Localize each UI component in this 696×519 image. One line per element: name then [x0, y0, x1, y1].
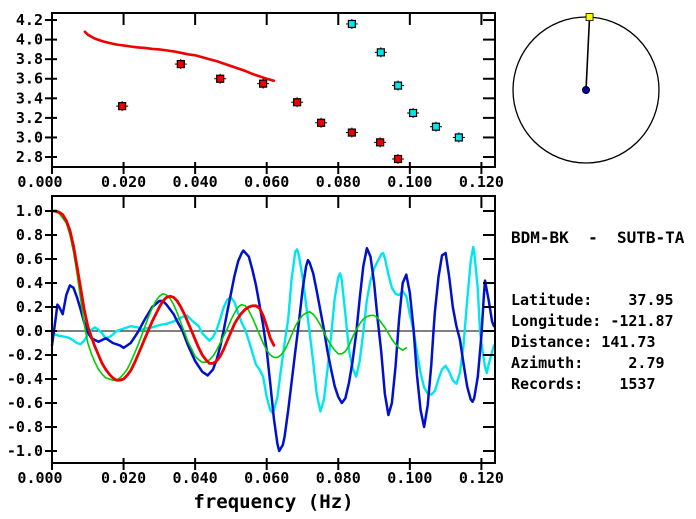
- x-tick-label: 0.020: [101, 469, 146, 487]
- correlation-trace-blue: [50, 246, 496, 453]
- x-tick-label: 0.080: [316, 469, 361, 487]
- y-tick-label: 4.0: [16, 31, 43, 49]
- x-tick-label: 0.000: [17, 173, 62, 191]
- data-point-marker: [376, 138, 385, 147]
- data-point-marker: [376, 48, 385, 57]
- azimuth-compass: [512, 13, 660, 164]
- y-tick-label: 1.0: [16, 202, 43, 220]
- station-info-row: Records: 1537: [511, 375, 656, 393]
- y-tick-label: 3.2: [16, 109, 43, 127]
- x-tick-label: 0.080: [316, 173, 361, 191]
- y-tick-label: -0.4: [7, 370, 43, 388]
- x-tick-label: 0.120: [459, 469, 504, 487]
- station-info-rows: Latitude: 37.95 Longitude: -121.87 Distanc…: [511, 290, 684, 395]
- y-tick-label: -0.8: [7, 418, 43, 436]
- plot-frame: [51, 195, 496, 464]
- x-tick-label: 0.100: [387, 173, 432, 191]
- x-axis-label: frequency (Hz): [193, 491, 353, 513]
- dispersion-chart-axes: [45, 12, 496, 174]
- red-velocity-picks: [116, 59, 405, 164]
- correlation-trace-red: [50, 209, 276, 382]
- data-point-marker: [316, 118, 326, 127]
- correlation-chart: 0.000 0.020 0.040 0.060 0.080 0.100 0.120 -1.0 -…: [7, 195, 504, 513]
- data-point-marker: [176, 59, 185, 69]
- data-point-marker: [293, 98, 302, 107]
- azimuth-tip-marker: [585, 13, 594, 21]
- y-tick-label: 2.8: [16, 148, 43, 166]
- y-tick-label: -1.0: [7, 442, 43, 460]
- data-point-marker: [118, 102, 127, 111]
- y-tick-label: 0.6: [16, 250, 43, 268]
- data-point-marker: [347, 128, 356, 137]
- x-tick-label: 0.000: [17, 469, 62, 487]
- x-tick-label: 0.040: [173, 173, 218, 191]
- data-point-marker: [393, 81, 403, 90]
- x-tick-label: 0.100: [387, 469, 432, 487]
- data-point-marker: [408, 108, 418, 118]
- dispersion-chart: 0.000 0.020 0.040 0.060 0.080 0.100 0.120 2.8 3.…: [16, 11, 504, 191]
- station-info-panel: BDM-BK - SUTB-TA Latitude: 37.95 Longitud…: [511, 185, 684, 437]
- reference-dispersion-curve: [83, 30, 276, 82]
- station-info-row: Latitude: 37.95: [511, 291, 674, 309]
- correlation-trace-cyan: [50, 245, 496, 414]
- y-tick-label: 3.4: [16, 89, 43, 107]
- station-info-row: Distance: 141.73: [511, 333, 656, 351]
- center-station-marker: [582, 86, 590, 94]
- x-tick-label: 0.060: [244, 173, 289, 191]
- data-point-marker: [259, 79, 268, 88]
- data-point-marker: [431, 122, 441, 131]
- x-tick-label: 0.020: [101, 173, 146, 191]
- y-tick-label: 3.6: [16, 70, 43, 88]
- x-tick-label: 0.060: [244, 469, 289, 487]
- azimuth-line: [585, 17, 591, 91]
- y-tick-label: 0.0: [16, 322, 43, 340]
- y-tick-label: 4.2: [16, 11, 43, 29]
- x-tick-label: 0.120: [459, 173, 504, 191]
- y-tick-label: 0.2: [16, 298, 43, 316]
- cyan-velocity-picks: [345, 18, 465, 143]
- y-tick-label: 0.4: [16, 274, 43, 292]
- data-point-marker: [216, 74, 225, 83]
- correlation-chart-axes: [45, 195, 496, 470]
- station-pair-title: BDM-BK - SUTB-TA: [511, 228, 685, 247]
- x-tick-label: 0.040: [173, 469, 218, 487]
- y-tick-label: 3.0: [16, 128, 43, 146]
- data-point-marker: [393, 154, 403, 164]
- y-tick-label: -0.6: [7, 394, 43, 412]
- y-tick-label: 0.8: [16, 226, 43, 244]
- plot-frame: [51, 12, 496, 168]
- data-point-marker: [347, 19, 356, 29]
- data-point-marker: [454, 133, 463, 142]
- y-tick-label: -0.2: [7, 346, 43, 364]
- station-info-row: Azimuth: 2.79: [511, 354, 665, 372]
- y-tick-label: 3.8: [16, 50, 43, 68]
- station-info-row: Longitude: -121.87: [511, 312, 674, 330]
